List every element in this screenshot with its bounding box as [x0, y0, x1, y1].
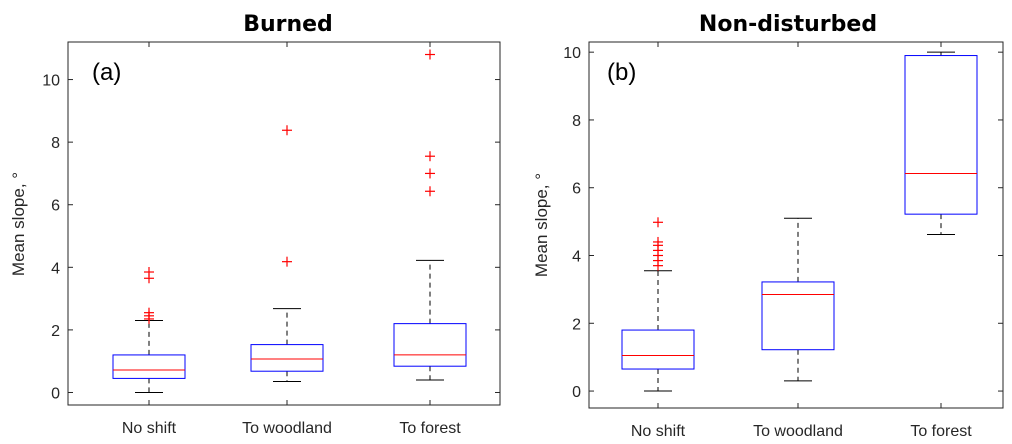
- outlier-marker: [653, 217, 663, 228]
- box-to-forest: To forest: [904, 42, 978, 440]
- box-to-woodland: To woodland: [753, 42, 843, 440]
- x-tick-label: No shift: [631, 423, 686, 440]
- outlier-marker: [144, 307, 154, 318]
- iqr-box: [250, 344, 324, 372]
- axes-frame: [588, 41, 1004, 409]
- y-tick-label: 0: [51, 385, 60, 402]
- x-tick-label: To forest: [910, 423, 972, 440]
- axes-frame: [67, 41, 501, 406]
- iqr-box: [904, 55, 978, 215]
- outlier-marker: [653, 236, 663, 247]
- y-tick-label: 10: [563, 45, 581, 62]
- x-tick-label: To forest: [399, 420, 461, 437]
- y-tick-label: 10: [42, 73, 60, 90]
- y-tick-label: 6: [572, 181, 581, 198]
- iqr-box: [761, 281, 835, 351]
- y-tick-label: 8: [572, 113, 581, 130]
- y-tick-label: 8: [51, 135, 60, 152]
- y-axis-label: Mean slope, °: [532, 173, 551, 277]
- box-to-woodland: To woodland: [242, 42, 332, 437]
- panel-label: (a): [92, 59, 121, 86]
- y-axis-label: Mean slope, °: [9, 172, 28, 276]
- box-to-forest: To forest: [393, 42, 467, 437]
- iqr-box: [393, 323, 467, 367]
- x-tick-label: To woodland: [242, 420, 332, 437]
- box-no-shift: No shift: [621, 42, 695, 440]
- outlier-marker: [425, 186, 435, 197]
- outlier-marker: [282, 125, 292, 136]
- y-tick-label: 2: [51, 323, 60, 340]
- y-tick-label: 6: [51, 198, 60, 215]
- panel-a: Burned 0 2 4 6 8 10 Mean slope, ° (a) No shift To …: [9, 12, 501, 437]
- y-tick-label: 0: [572, 384, 581, 401]
- outlier-marker: [282, 256, 292, 267]
- outlier-marker: [425, 49, 435, 60]
- chart-title: Non-disturbed: [699, 12, 877, 37]
- outlier-marker: [425, 151, 435, 162]
- y-tick-label: 4: [572, 249, 581, 266]
- iqr-box: [112, 354, 186, 379]
- y-tick-label: 2: [572, 316, 581, 333]
- chart-title: Burned: [243, 12, 333, 37]
- iqr-box: [621, 329, 695, 370]
- outlier-marker: [144, 267, 154, 278]
- panel-label: (b): [607, 59, 636, 86]
- x-tick-label: No shift: [122, 420, 177, 437]
- outlier-marker: [425, 168, 435, 179]
- box-no-shift: No shift: [112, 42, 186, 437]
- y-tick-label: 4: [51, 260, 60, 277]
- x-tick-label: To woodland: [753, 423, 843, 440]
- panel-b: Non-disturbed 0 2 4 6 8 10 Mean slope, ° (b) No s…: [532, 12, 1004, 440]
